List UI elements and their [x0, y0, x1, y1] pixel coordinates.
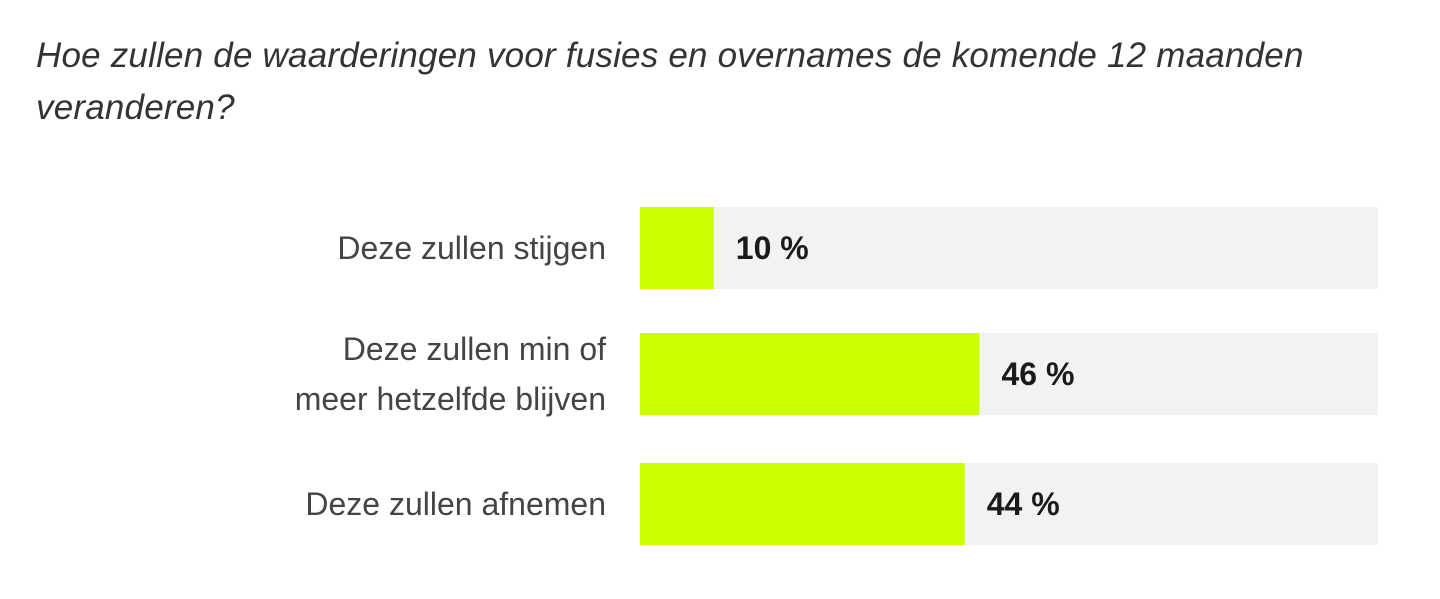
bar: [640, 333, 980, 415]
category-label: Deze zullen stijgen: [337, 230, 606, 266]
category-label: Deze zullen min of: [343, 331, 606, 367]
value-label: 46 %: [1001, 356, 1074, 392]
category-label: meer hetzelfde blijven: [295, 381, 606, 417]
value-label: 44 %: [987, 486, 1060, 522]
bar: [640, 463, 965, 545]
bar-track: [640, 207, 1378, 289]
category-label: Deze zullen afnemen: [305, 486, 606, 522]
chart-title: Hoe zullen de waarderingen voor fusies e…: [36, 36, 1304, 127]
bar: [640, 207, 714, 289]
value-label: 10 %: [736, 230, 809, 266]
